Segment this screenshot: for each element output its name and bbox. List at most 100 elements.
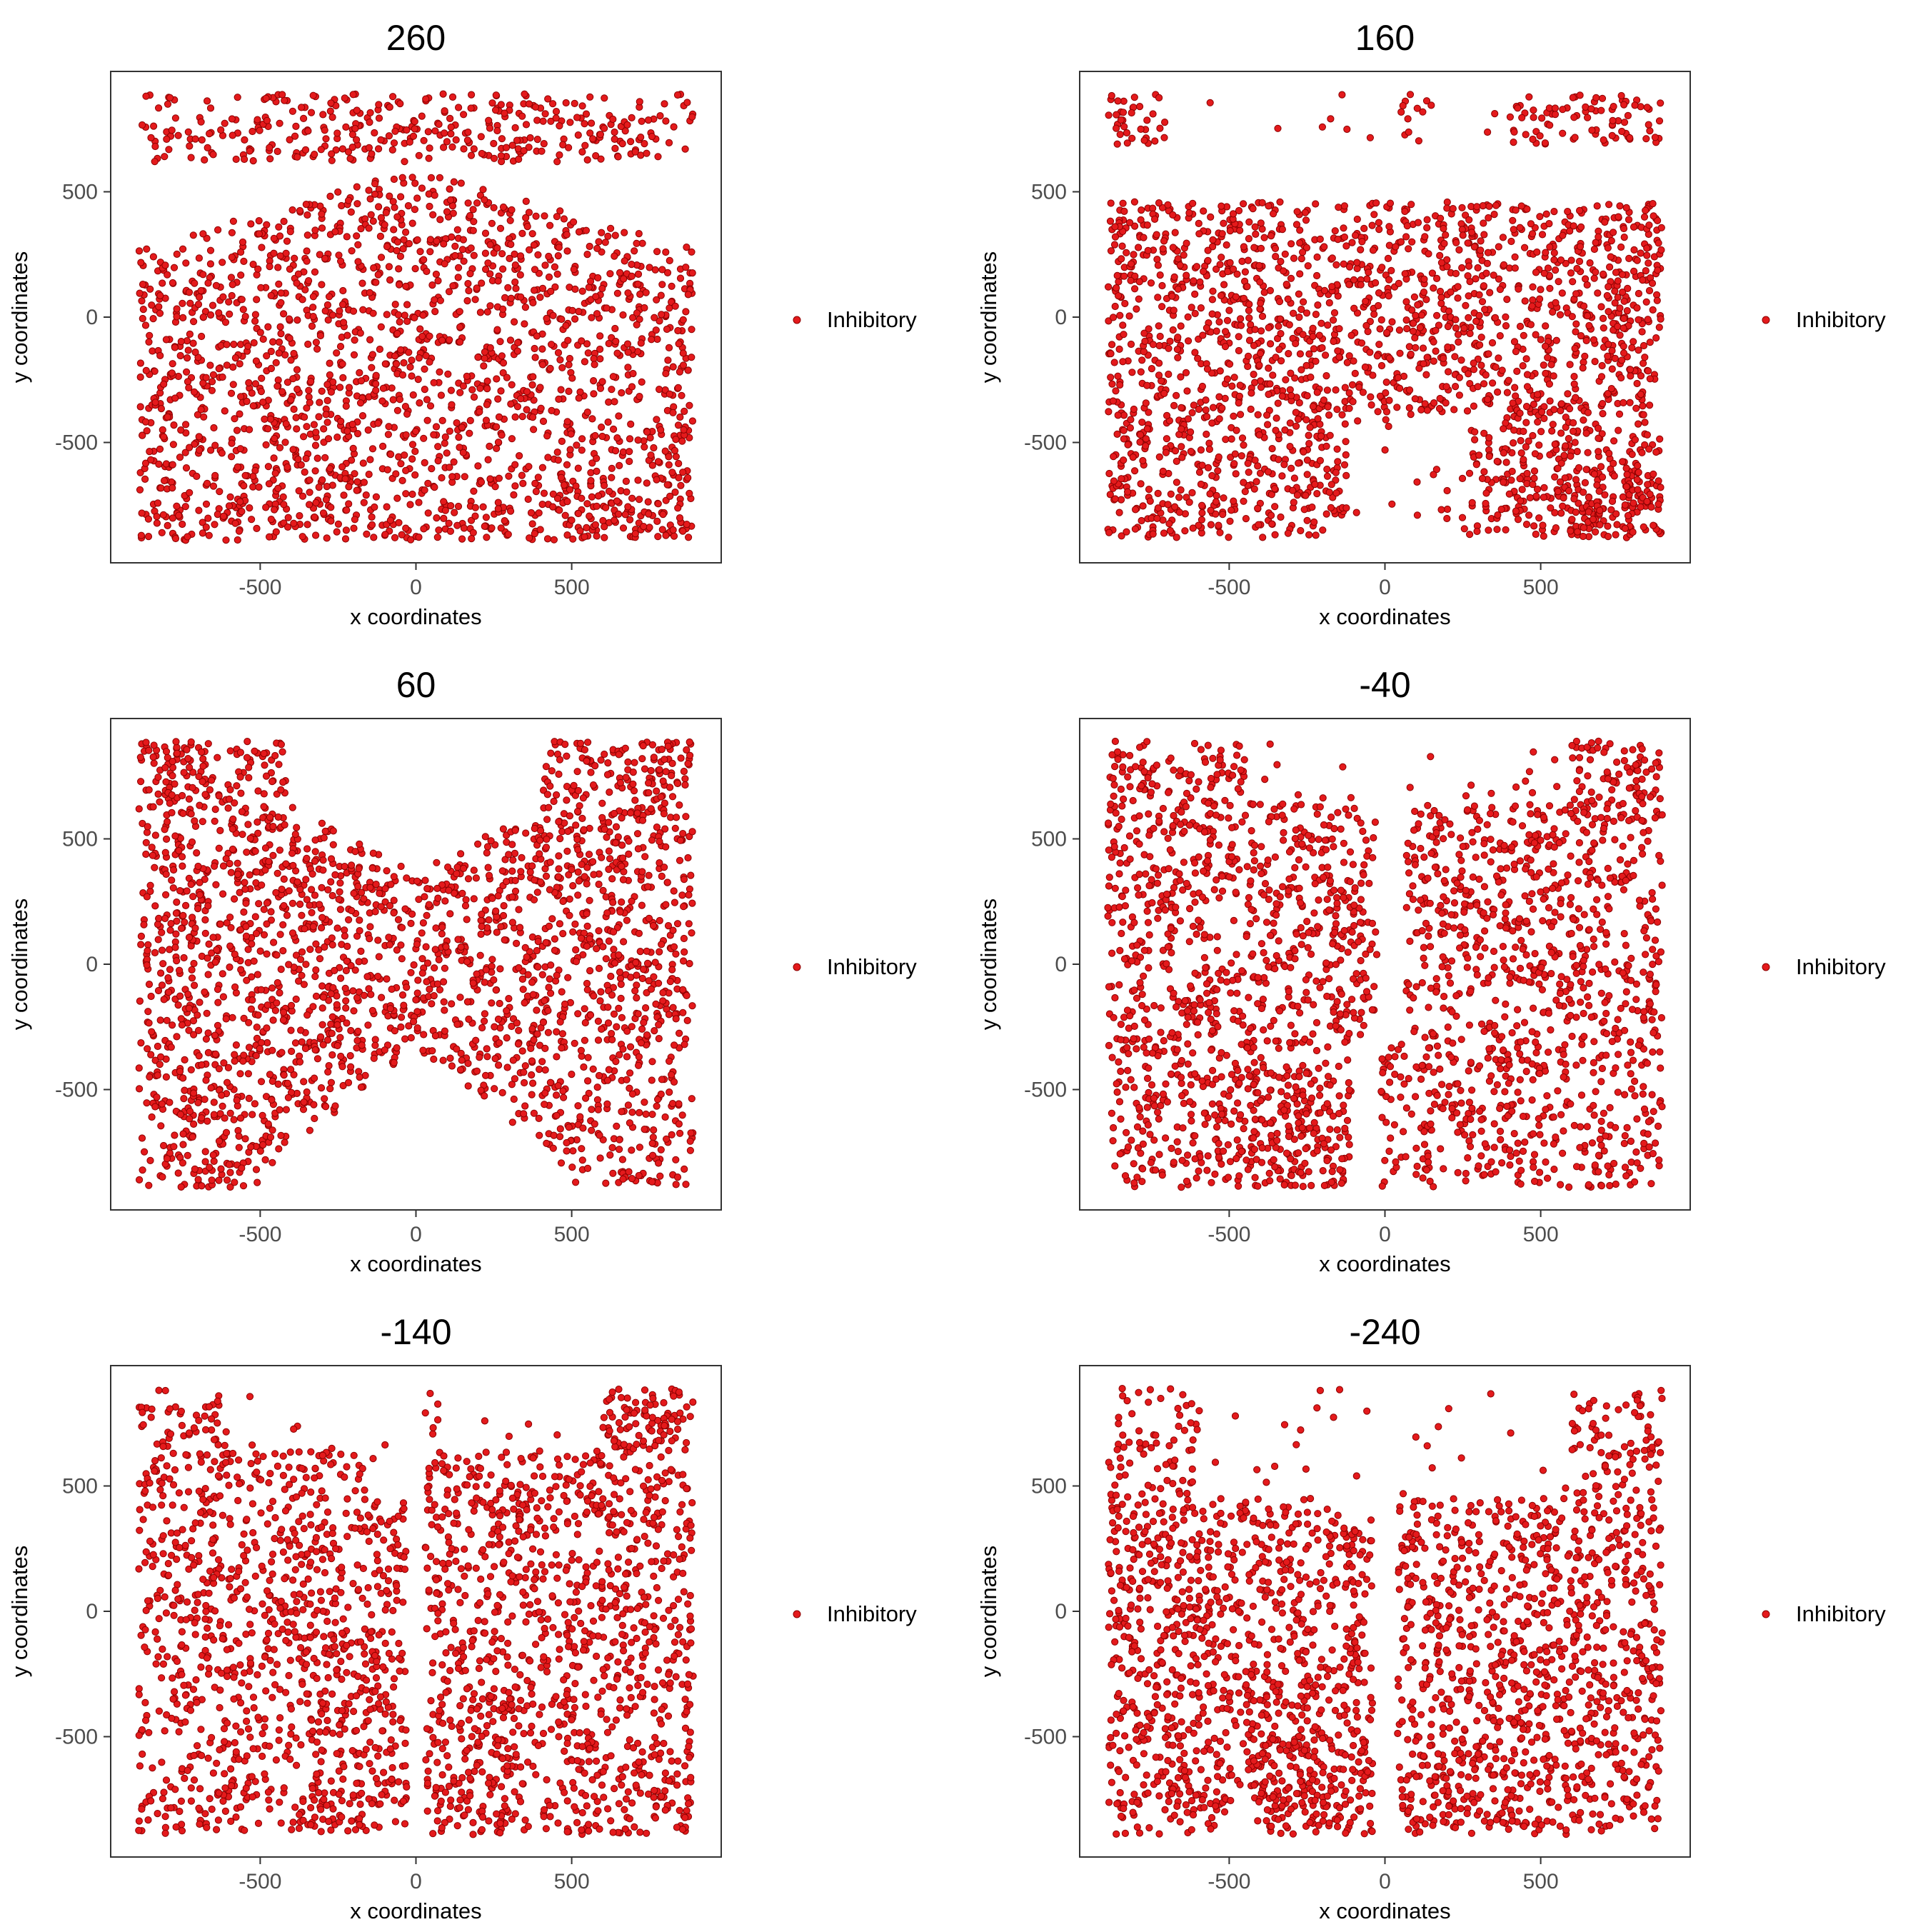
data-point xyxy=(1589,127,1595,134)
data-point xyxy=(363,531,370,537)
data-point xyxy=(1272,254,1279,260)
data-point xyxy=(286,316,292,322)
data-point xyxy=(1376,226,1382,233)
data-point xyxy=(306,278,312,284)
data-point xyxy=(174,503,180,509)
data-point xyxy=(1565,391,1571,397)
data-point xyxy=(1343,243,1350,249)
data-point xyxy=(1132,526,1138,532)
data-point xyxy=(1245,353,1252,359)
data-point xyxy=(1580,524,1587,531)
data-point xyxy=(1588,106,1595,112)
data-point xyxy=(491,155,497,161)
data-point xyxy=(1396,327,1402,334)
data-point xyxy=(1240,244,1247,250)
data-point xyxy=(371,534,377,541)
data-point xyxy=(529,231,536,237)
data-point xyxy=(493,107,499,114)
data-point xyxy=(1555,279,1562,285)
data-point xyxy=(591,361,598,368)
data-point xyxy=(242,472,248,479)
data-point xyxy=(398,461,404,467)
data-point xyxy=(559,364,566,371)
data-point xyxy=(1580,417,1587,424)
data-point xyxy=(599,285,606,291)
data-point xyxy=(1474,528,1480,534)
data-point xyxy=(628,261,635,268)
data-point xyxy=(675,384,681,391)
data-point xyxy=(495,506,501,512)
data-point xyxy=(346,384,352,391)
data-point xyxy=(336,252,342,259)
data-point xyxy=(312,973,318,980)
data-point xyxy=(1310,334,1316,340)
data-point xyxy=(388,451,394,458)
data-point xyxy=(288,357,294,364)
data-point xyxy=(670,364,676,370)
data-point xyxy=(1537,286,1544,293)
data-point xyxy=(1185,314,1191,320)
data-point xyxy=(1549,428,1555,434)
data-point xyxy=(425,129,431,135)
data-point xyxy=(137,374,144,380)
data-point xyxy=(1500,450,1507,456)
data-point xyxy=(1434,275,1440,281)
data-point xyxy=(1252,326,1258,333)
data-point xyxy=(571,266,577,273)
data-point xyxy=(1166,521,1173,527)
data-point xyxy=(483,850,490,856)
data-point xyxy=(1385,423,1392,429)
data-point xyxy=(566,361,572,368)
data-point xyxy=(326,360,333,366)
data-point xyxy=(680,316,686,323)
data-point xyxy=(498,388,504,394)
data-point xyxy=(333,350,340,356)
data-point xyxy=(1408,201,1415,208)
data-point xyxy=(137,404,144,410)
data-point xyxy=(1332,469,1339,476)
data-point xyxy=(1640,411,1647,418)
data-point xyxy=(643,289,649,296)
data-point xyxy=(316,399,323,406)
data-point xyxy=(494,245,501,251)
data-point xyxy=(306,399,313,406)
data-point xyxy=(563,461,570,468)
data-point xyxy=(230,218,236,224)
data-point xyxy=(1110,398,1116,404)
data-point xyxy=(234,464,241,470)
data-point xyxy=(1105,284,1112,290)
data-point xyxy=(1627,399,1633,406)
data-point xyxy=(596,239,602,245)
data-point xyxy=(1342,384,1348,391)
data-point xyxy=(1654,297,1660,304)
data-point xyxy=(494,127,501,134)
data-point xyxy=(1228,507,1235,514)
data-point xyxy=(139,121,146,128)
data-point xyxy=(436,369,443,375)
data-point xyxy=(1624,308,1630,314)
data-point xyxy=(1114,141,1120,147)
data-point xyxy=(370,218,376,224)
data-point xyxy=(169,279,176,286)
data-point xyxy=(1645,260,1652,266)
data-point xyxy=(1297,351,1303,357)
data-point xyxy=(418,113,425,119)
data-point xyxy=(275,485,281,491)
data-point xyxy=(1270,372,1276,379)
data-point xyxy=(565,337,571,344)
data-point xyxy=(1222,436,1229,443)
data-point xyxy=(314,455,321,461)
data-point xyxy=(1526,94,1532,100)
data-point xyxy=(458,424,465,431)
data-point xyxy=(1285,351,1292,357)
data-point xyxy=(355,259,361,265)
data-point xyxy=(1392,244,1399,250)
data-point xyxy=(401,312,408,319)
data-point xyxy=(426,155,432,161)
data-point xyxy=(294,317,301,324)
data-point xyxy=(531,266,538,273)
data-point xyxy=(1255,521,1262,528)
data-point xyxy=(593,503,600,509)
data-point xyxy=(1389,501,1395,507)
data-point xyxy=(1287,444,1293,450)
